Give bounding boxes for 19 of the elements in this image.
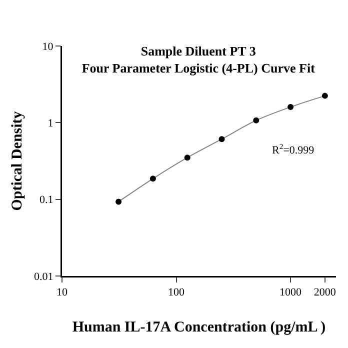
y-tick-label: 10	[42, 40, 54, 53]
x-tick-label: 2000	[314, 286, 336, 299]
y-tick-label: 1	[48, 118, 54, 130]
y-tick-label: 0.01	[34, 270, 54, 283]
point	[218, 136, 225, 142]
y-axis-title: Optical Density	[10, 110, 26, 211]
x-axis-title: Human IL-17A Concentration (pg/mL )	[72, 320, 326, 336]
point	[150, 176, 156, 182]
x-tick-label: 10	[56, 286, 68, 299]
point	[184, 154, 190, 161]
y-tick-label: 0.1	[40, 194, 54, 206]
x-tick-label: 100	[168, 286, 186, 299]
point	[253, 117, 260, 124]
point	[288, 104, 294, 110]
x-tick-label: 1000	[280, 286, 302, 299]
annotation: R$^{2}$=0.999	[272, 142, 315, 157]
text: Sample Diluent PT 3 Four Parameter Logistic (4-PL) Curve Fit	[82, 44, 316, 76]
point	[322, 92, 328, 99]
point	[116, 198, 122, 205]
